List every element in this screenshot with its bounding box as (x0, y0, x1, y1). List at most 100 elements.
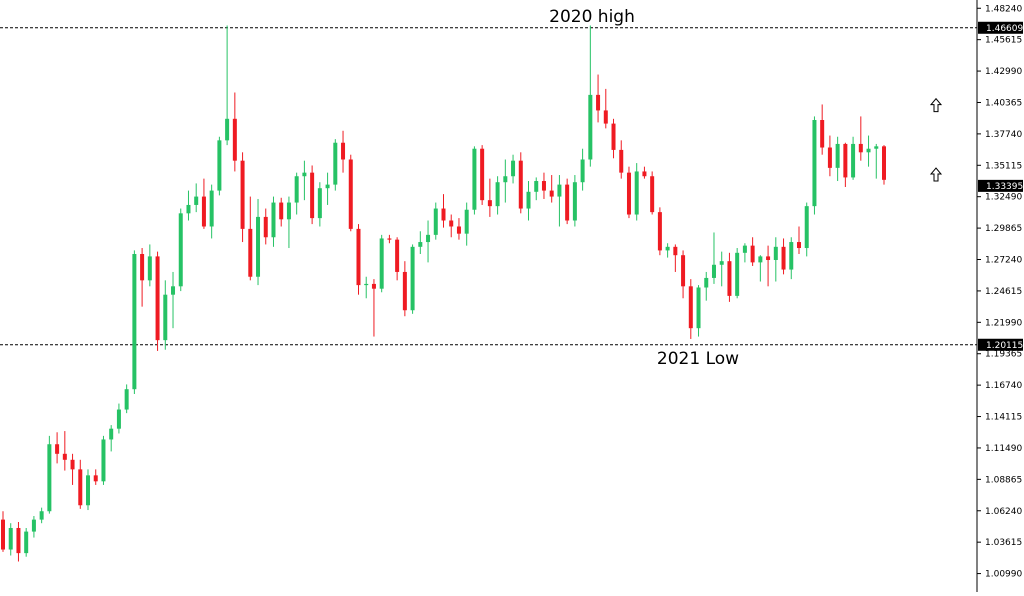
arrow-up-icon (929, 97, 943, 113)
candle-body (503, 176, 508, 183)
candle-body (742, 245, 747, 253)
price-axis: 1.48240 1.45615 1.42990 1.40365 1.37740 1.351… (976, 0, 1023, 592)
candle-body (603, 110, 608, 124)
candle-body (263, 216, 268, 238)
candle (171, 271, 176, 329)
candle (657, 207, 662, 256)
candle-body (163, 294, 168, 341)
current-price-tag-text: 1.33395 (986, 182, 1023, 192)
y-tick-label: 1.37740 (985, 130, 1022, 140)
candle-body (225, 118, 230, 141)
candle-body (155, 256, 160, 341)
candle-body (248, 228, 253, 277)
candle (449, 214, 454, 238)
y-tick-label: 1.06240 (985, 507, 1022, 517)
candle-body (580, 159, 585, 183)
candle-body (147, 256, 152, 281)
candle-body (24, 531, 29, 554)
candle (518, 152, 523, 214)
candle (804, 202, 809, 257)
candle (47, 435, 52, 514)
candle (480, 145, 485, 205)
candle (851, 136, 856, 180)
candle (858, 116, 863, 161)
candle-body (395, 239, 400, 272)
candle-body (441, 208, 446, 221)
candle (827, 135, 832, 177)
candle-body (557, 184, 562, 197)
candle (773, 237, 778, 282)
candle (843, 142, 848, 188)
candle (232, 92, 237, 172)
candle-body (588, 94, 593, 160)
candle (93, 469, 98, 485)
candle (711, 232, 716, 284)
y-tick-label: 1.35115 (985, 161, 1022, 171)
candle (626, 166, 631, 219)
candle (379, 234, 384, 293)
candle-body (140, 254, 145, 281)
candle (101, 435, 106, 485)
candle (441, 194, 446, 228)
candle (147, 244, 152, 287)
candle (163, 280, 168, 350)
candle (464, 202, 469, 246)
candle-body (31, 519, 36, 532)
candle-body (704, 277, 709, 288)
candle (194, 183, 199, 213)
candle (789, 237, 794, 280)
candle (240, 152, 245, 243)
candle-body (78, 469, 83, 506)
candle-body (271, 202, 276, 238)
candle (572, 175, 577, 227)
candle (263, 208, 268, 245)
level-label: 2021 Low (657, 349, 739, 369)
candle (271, 196, 276, 247)
candle-body (673, 246, 678, 256)
candle-body (333, 142, 338, 185)
candle-body (596, 94, 601, 111)
arrow-up-icon (929, 167, 943, 182)
candle (426, 220, 431, 263)
candle (603, 88, 608, 129)
candle (132, 250, 137, 394)
candle-body (70, 459, 75, 470)
candle (619, 140, 624, 179)
level-price-tag (978, 338, 1023, 351)
candle (796, 226, 801, 255)
candle-body (310, 172, 315, 219)
candle-body (317, 188, 322, 219)
candle-body (665, 246, 670, 251)
candle (681, 250, 686, 299)
candle (248, 196, 253, 281)
candle-body (549, 190, 554, 197)
candle-body (812, 120, 817, 207)
candle (387, 234, 392, 244)
candle (155, 251, 160, 351)
candle (665, 243, 670, 258)
candle-body (286, 202, 291, 220)
candle (541, 172, 546, 199)
markers (929, 97, 943, 182)
candle (294, 172, 299, 215)
candle (534, 177, 539, 201)
candle (86, 469, 91, 511)
candle-body (843, 143, 848, 178)
candle-body (735, 252, 740, 296)
candle-body (456, 226, 461, 234)
candle (302, 160, 307, 201)
candle-body (495, 182, 500, 207)
candle-body (866, 148, 871, 153)
candle-body (364, 283, 369, 286)
candle (812, 116, 817, 215)
candle (70, 453, 75, 485)
current-price-tag (978, 179, 1023, 192)
candle (39, 507, 44, 524)
y-tick-label: 1.11490 (985, 444, 1022, 454)
candle (225, 25, 230, 146)
candle-body (464, 209, 469, 234)
candle (256, 198, 261, 286)
candle (526, 181, 531, 221)
